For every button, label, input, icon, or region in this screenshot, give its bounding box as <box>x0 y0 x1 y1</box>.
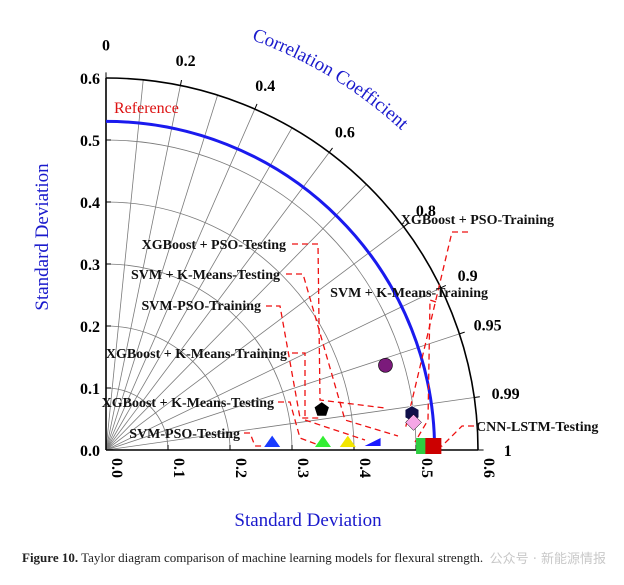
corr-tick <box>179 79 183 86</box>
point-label: XGBoost + PSO-Training <box>401 213 554 228</box>
leader-line <box>286 273 399 437</box>
x-tick-label: 0.4 <box>356 458 373 478</box>
std-arc <box>105 325 231 451</box>
point-label: XGBoost + K-Means-Testing <box>102 396 274 411</box>
corr-ray <box>105 152 330 451</box>
corr-tick-label: 0.4 <box>255 78 275 95</box>
corr-tick-label: 0.99 <box>492 386 520 403</box>
leader-line <box>278 401 317 445</box>
x-tick-label: 0.3 <box>294 458 311 478</box>
marker-pentagon <box>313 401 330 417</box>
std-arc <box>105 263 293 451</box>
corr-ray <box>105 287 441 451</box>
leader-line <box>414 299 437 443</box>
y-tick-label: 0.4 <box>80 195 100 212</box>
leader-line <box>266 305 322 419</box>
corr-ray <box>105 333 460 451</box>
marker-square <box>425 438 442 454</box>
leader-line <box>244 432 265 447</box>
y-axis-title: Standard Deviation <box>32 163 53 311</box>
corr-tick-label: 0.9 <box>458 268 478 285</box>
corr-tick-label: 0.95 <box>474 318 502 335</box>
caption-label: Figure 10. <box>22 550 79 565</box>
point-label: SVM-PSO-Testing <box>129 427 240 442</box>
corr-tick <box>474 396 480 399</box>
corr-ray <box>105 79 144 451</box>
corr-ray <box>105 95 218 451</box>
x-tick-label: 0.0 <box>108 458 125 478</box>
corr-tick-label: 0 <box>102 38 110 55</box>
x-axis-title: Standard Deviation <box>234 510 382 531</box>
leader-lines-layer <box>244 231 474 449</box>
corr-ray <box>105 85 181 451</box>
corr-ray <box>105 127 293 451</box>
x-tick-label: 0.5 <box>418 458 435 478</box>
reference-label: Reference <box>114 100 179 117</box>
marker-triangle <box>315 435 331 447</box>
markers-layer <box>264 357 442 454</box>
marker-triangle-left <box>364 438 381 446</box>
y-tick-label: 0.0 <box>80 443 100 460</box>
leader-line <box>292 352 366 441</box>
outer-arc <box>105 77 479 451</box>
point-label: XGBoost + K-Means-Training <box>106 347 287 362</box>
corr-tick <box>440 284 447 289</box>
grid-layer <box>105 79 475 451</box>
point-label: SVM + K-Means-Training <box>330 286 488 301</box>
corr-ray <box>105 108 256 451</box>
marker-triangle <box>339 435 356 447</box>
y-tick-label: 0.1 <box>80 381 100 398</box>
corr-tick <box>254 103 258 110</box>
std-arc <box>105 201 355 451</box>
marker-triangle <box>264 435 281 447</box>
corr-tick-label: 0.8 <box>416 203 436 220</box>
std-arc <box>105 387 169 451</box>
corr-tick-label: 0.2 <box>176 53 196 70</box>
x-tick-label: 0.6 <box>480 458 497 478</box>
marker-diamond <box>405 414 422 431</box>
leader-line <box>292 243 386 409</box>
point-label: XGBoost + PSO-Testing <box>142 238 286 253</box>
y-tick-label: 0.3 <box>80 257 100 274</box>
corr-ray <box>105 184 367 451</box>
corr-tick <box>459 331 465 335</box>
marker-circle <box>378 357 393 373</box>
reference-arc-layer <box>105 119 437 451</box>
reference-arc <box>105 119 437 451</box>
x-tick-label: 0.2 <box>232 458 249 478</box>
x-tick-label: 0.1 <box>170 458 187 478</box>
corr-tick-label: 1 <box>504 443 512 460</box>
corr-title-path <box>251 40 479 226</box>
corr-ray <box>105 226 404 451</box>
y-tick-label: 0.6 <box>80 71 100 88</box>
figure-caption: Figure 10. Taylor diagram comparison of … <box>22 550 622 566</box>
point-label: CNN-LSTM-Testing <box>476 420 598 435</box>
point-label: SVM + K-Means-Testing <box>131 268 280 283</box>
leader-line <box>404 231 468 431</box>
corr-tick <box>403 223 409 228</box>
point-label: SVM-PSO-Training <box>141 299 261 314</box>
corr-tick <box>328 147 333 153</box>
caption-text: Taylor diagram comparison of machine lea… <box>81 550 484 565</box>
labels-layer: XGBoost + PSO-Training XGBoost + PSO-Test… <box>102 213 599 442</box>
corr-tick-label: 0.6 <box>335 125 355 142</box>
std-arc <box>105 139 417 451</box>
y-tick-label: 0.5 <box>80 133 100 150</box>
y-tick-label: 0.2 <box>80 319 100 336</box>
watermark: 公众号 · 新能源情报 <box>489 552 606 567</box>
